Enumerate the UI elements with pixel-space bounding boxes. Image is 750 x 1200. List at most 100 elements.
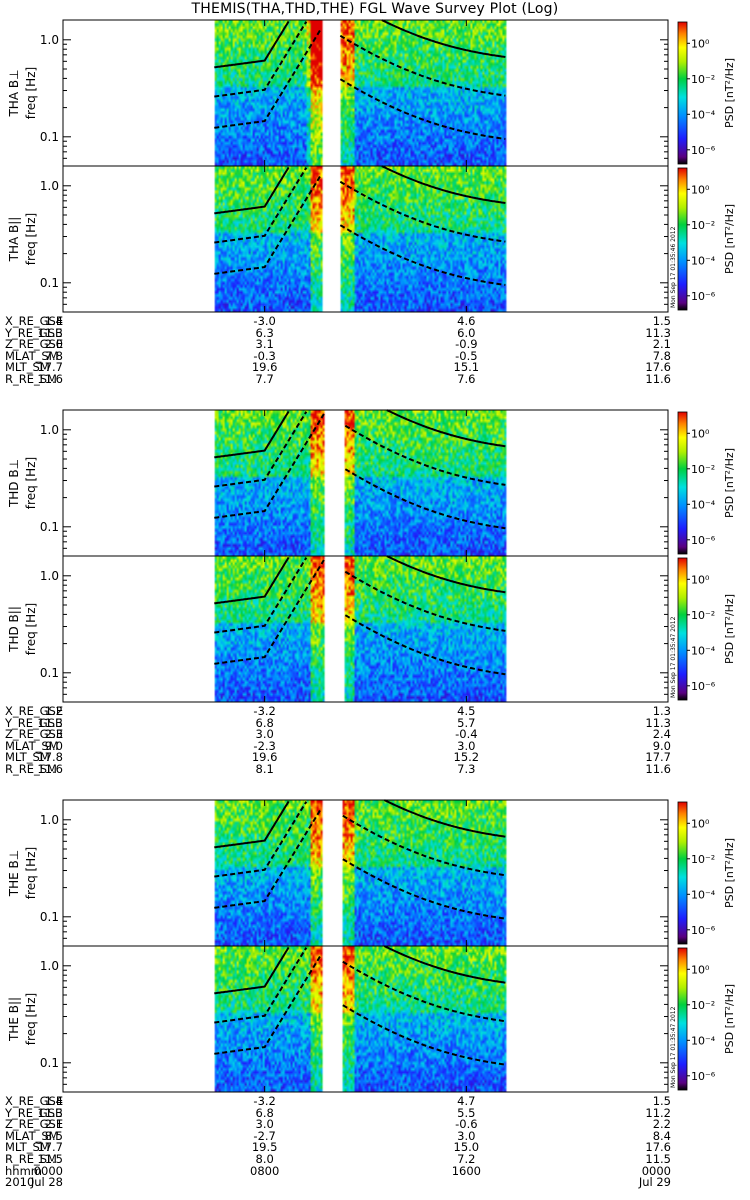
ephemeris-value: 6.8 bbox=[255, 1105, 274, 1120]
ephemeris-label: MLT_SM bbox=[5, 750, 50, 765]
ephemeris-value: 11.6 bbox=[37, 372, 63, 386]
quarter-gyro-curve bbox=[342, 1004, 506, 1066]
ephemeris-value: 11.6 bbox=[645, 372, 671, 386]
ephemeris-label: R_RE_SM bbox=[5, 762, 57, 776]
ephemeris-label: R_RE_SM bbox=[5, 372, 57, 386]
ephemeris-value: 1.3 bbox=[652, 704, 671, 718]
ephemeris-value: 2.1 bbox=[652, 337, 671, 352]
y-tick-label: 0.1 bbox=[40, 1056, 59, 1070]
quarter-gyro-curve bbox=[214, 413, 325, 519]
ephemeris-label: MLT_SM bbox=[5, 360, 50, 375]
colorbar-tick-label: 10⁻² bbox=[691, 73, 715, 86]
ephemeris-value: 1.4 bbox=[44, 1094, 63, 1108]
y-tick-label: 1.0 bbox=[40, 33, 59, 47]
ephemeris-label: Y_RE_GSE bbox=[5, 1105, 63, 1120]
quarter-gyro-curve bbox=[339, 78, 506, 140]
y-axis-label: freq [Hz] bbox=[24, 67, 38, 119]
colorbar-tick-label: 10⁻⁴ bbox=[691, 888, 716, 901]
ephemeris-value: 3.0 bbox=[255, 727, 274, 742]
ephemeris-value: 7.7 bbox=[255, 372, 274, 386]
ephemeris-value: 15.1 bbox=[453, 360, 480, 375]
ephemeris-value: 3.0 bbox=[457, 1128, 476, 1143]
ephemeris-value: 2.2 bbox=[652, 1117, 671, 1132]
panel-label: THA B⊥ bbox=[7, 69, 21, 117]
ephemeris-label: MLAT_SM bbox=[5, 348, 59, 363]
ephemeris-value: 17.6 bbox=[645, 1140, 671, 1155]
ephemeris-value: 11.3 bbox=[37, 325, 63, 340]
colorbar-label: PSD [nT²/Hz] bbox=[723, 58, 736, 128]
colorbar-tick-label: 10⁰ bbox=[691, 427, 710, 440]
colorbar bbox=[677, 557, 688, 701]
plot-timestamp: Mon Sep 17 01:35:47 2012 bbox=[670, 1006, 677, 1088]
y-tick-label: 0.1 bbox=[40, 130, 59, 144]
gyro-curve bbox=[383, 799, 506, 838]
x-tick-label: 1600 bbox=[451, 1163, 481, 1178]
ephemeris-value: 11.6 bbox=[37, 762, 63, 776]
panel-label: THA B|| bbox=[7, 217, 21, 263]
ephemeris-label: Y_RE_GSE bbox=[5, 715, 63, 730]
y-axis-label: freq [Hz] bbox=[24, 847, 38, 899]
ephemeris-value: 17.8 bbox=[37, 750, 63, 765]
quarter-gyro-curve bbox=[214, 173, 323, 275]
colorbar-label: PSD [nT²/Hz] bbox=[723, 594, 736, 664]
chart-title: THEMIS(THA,THD,THE) FGL Wave Survey Plot… bbox=[191, 1, 559, 17]
ephemeris-value: 17.6 bbox=[645, 360, 671, 375]
ephemeris-value: -3.0 bbox=[253, 314, 276, 328]
ephemeris-value: -2.7 bbox=[253, 1128, 276, 1143]
half-gyro-curve bbox=[344, 424, 506, 486]
y-tick-label: 1.0 bbox=[40, 569, 59, 583]
ephemeris-value: 11.5 bbox=[645, 1152, 671, 1166]
ephemeris-value: 6.3 bbox=[255, 325, 274, 340]
y-axis-label: freq [Hz] bbox=[24, 213, 38, 265]
spectrogram-image bbox=[63, 410, 668, 556]
colorbar-tick-label: 10⁻² bbox=[691, 219, 715, 232]
ephemeris-value: 7.3 bbox=[457, 762, 476, 776]
ephemeris-label: MLAT_SM bbox=[5, 1128, 59, 1143]
ephemeris-value: 11.3 bbox=[645, 325, 671, 340]
ephemeris-label: Z_RE_GSE bbox=[5, 1117, 64, 1132]
colorbar-tick-label: 10⁻⁴ bbox=[691, 644, 716, 657]
gyro-curve bbox=[214, 800, 290, 849]
gyro-curve bbox=[214, 556, 290, 605]
ephemeris-value: 15.2 bbox=[453, 750, 480, 765]
gyro-curve bbox=[386, 555, 506, 594]
colorbar-tick-label: 10⁻² bbox=[691, 609, 715, 622]
quarter-gyro-curve bbox=[344, 614, 506, 676]
colorbar-tick-label: 10⁰ bbox=[691, 37, 710, 50]
half-gyro-curve bbox=[342, 960, 506, 1023]
ephemeris-value: 1.5 bbox=[652, 1094, 671, 1108]
ephemeris-value: 1.5 bbox=[652, 314, 671, 328]
ephemeris-value: 3.1 bbox=[255, 337, 274, 352]
ephemeris-value: 3.0 bbox=[255, 1117, 274, 1132]
colorbar-tick-label: 10⁻⁴ bbox=[691, 254, 716, 267]
ephemeris-label: MLT_SM bbox=[5, 1140, 50, 1155]
ephemeris-value: 19.6 bbox=[251, 360, 278, 375]
ephemeris-value: 1.2 bbox=[44, 704, 63, 718]
ephemeris-value: 8.1 bbox=[255, 762, 274, 776]
ephemeris-label: MLAT_SM bbox=[5, 738, 59, 753]
colorbar-label: PSD [nT²/Hz] bbox=[723, 204, 736, 274]
x-tick-label: 0000 bbox=[641, 1163, 671, 1178]
ephemeris-value: 9.0 bbox=[44, 738, 63, 753]
gyro-curve bbox=[381, 165, 506, 204]
colorbar-tick-label: 10⁻⁶ bbox=[691, 924, 716, 937]
ephemeris-label: Z_RE_GSE bbox=[5, 727, 64, 742]
ephemeris-value: 11.3 bbox=[645, 715, 671, 730]
half-gyro-curve bbox=[342, 814, 506, 877]
ephemeris-value: -0.5 bbox=[455, 348, 478, 363]
colorbar bbox=[677, 411, 688, 555]
colorbar bbox=[677, 801, 688, 945]
ephemeris-value: -3.2 bbox=[253, 1094, 276, 1108]
colorbar-tick-label: 10⁻² bbox=[691, 853, 715, 866]
plot-timestamp: Mon Sep 17 01:35:47 2012 bbox=[670, 616, 677, 698]
half-gyro-curve bbox=[339, 180, 506, 243]
time-axis-year: 2010 bbox=[5, 1175, 35, 1190]
y-axis-label: freq [Hz] bbox=[24, 993, 38, 1045]
panel-label: THE B⊥ bbox=[7, 850, 21, 897]
ephemeris-value: 19.6 bbox=[251, 750, 278, 765]
ephemeris-value: 17.7 bbox=[37, 360, 63, 375]
ephemeris-value: 17.7 bbox=[645, 750, 671, 765]
spectrogram-image bbox=[63, 556, 668, 702]
y-tick-label: 0.1 bbox=[40, 910, 59, 924]
ephemeris-value: 8.5 bbox=[44, 1128, 63, 1143]
